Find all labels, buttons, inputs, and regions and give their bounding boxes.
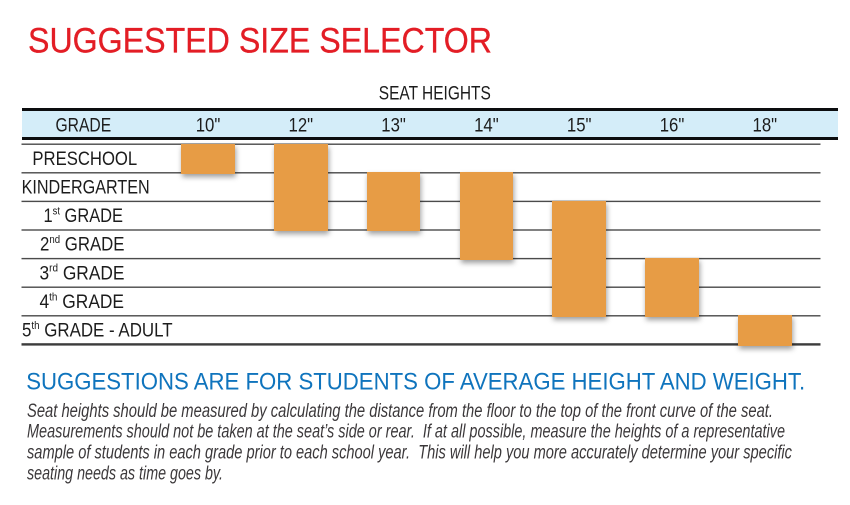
svg-text:1st GRADE: 1st GRADE: [44, 205, 124, 227]
svg-text:Measurements should not be tak: Measurements should not be taken at the …: [27, 421, 785, 443]
svg-text:5th GRADE - ADULT: 5th GRADE - ADULT: [22, 320, 173, 342]
svg-text:seating needs as time goes by.: seating needs as time goes by.: [27, 463, 223, 485]
svg-text:KINDERGARTEN: KINDERGARTEN: [22, 177, 150, 199]
svg-text:SUGGESTED SIZE SELECTOR: SUGGESTED SIZE SELECTOR: [28, 21, 492, 61]
svg-text:4th GRADE: 4th GRADE: [40, 291, 125, 313]
svg-text:3rd GRADE: 3rd GRADE: [40, 262, 125, 284]
svg-text:10": 10": [196, 114, 221, 136]
svg-text:Seat heights should be measure: Seat heights should be measured by calcu…: [27, 400, 773, 422]
svg-text:GRADE: GRADE: [56, 114, 112, 136]
svg-text:sample of students in each gra: sample of students in each grade prior t…: [27, 442, 792, 464]
svg-text:13": 13": [381, 114, 406, 136]
svg-text:14": 14": [474, 114, 499, 136]
svg-text:PRESCHOOL: PRESCHOOL: [32, 148, 137, 170]
svg-text:15": 15": [567, 114, 592, 136]
svg-text:SEAT HEIGHTS: SEAT HEIGHTS: [379, 83, 491, 105]
svg-text:18": 18": [753, 114, 778, 136]
svg-text:16": 16": [660, 114, 685, 136]
svg-text:12": 12": [289, 114, 314, 136]
svg-text:2nd GRADE: 2nd GRADE: [40, 234, 125, 256]
svg-text:SUGGESTIONS ARE FOR STUDENTS O: SUGGESTIONS ARE FOR STUDENTS OF AVERAGE …: [26, 369, 805, 396]
